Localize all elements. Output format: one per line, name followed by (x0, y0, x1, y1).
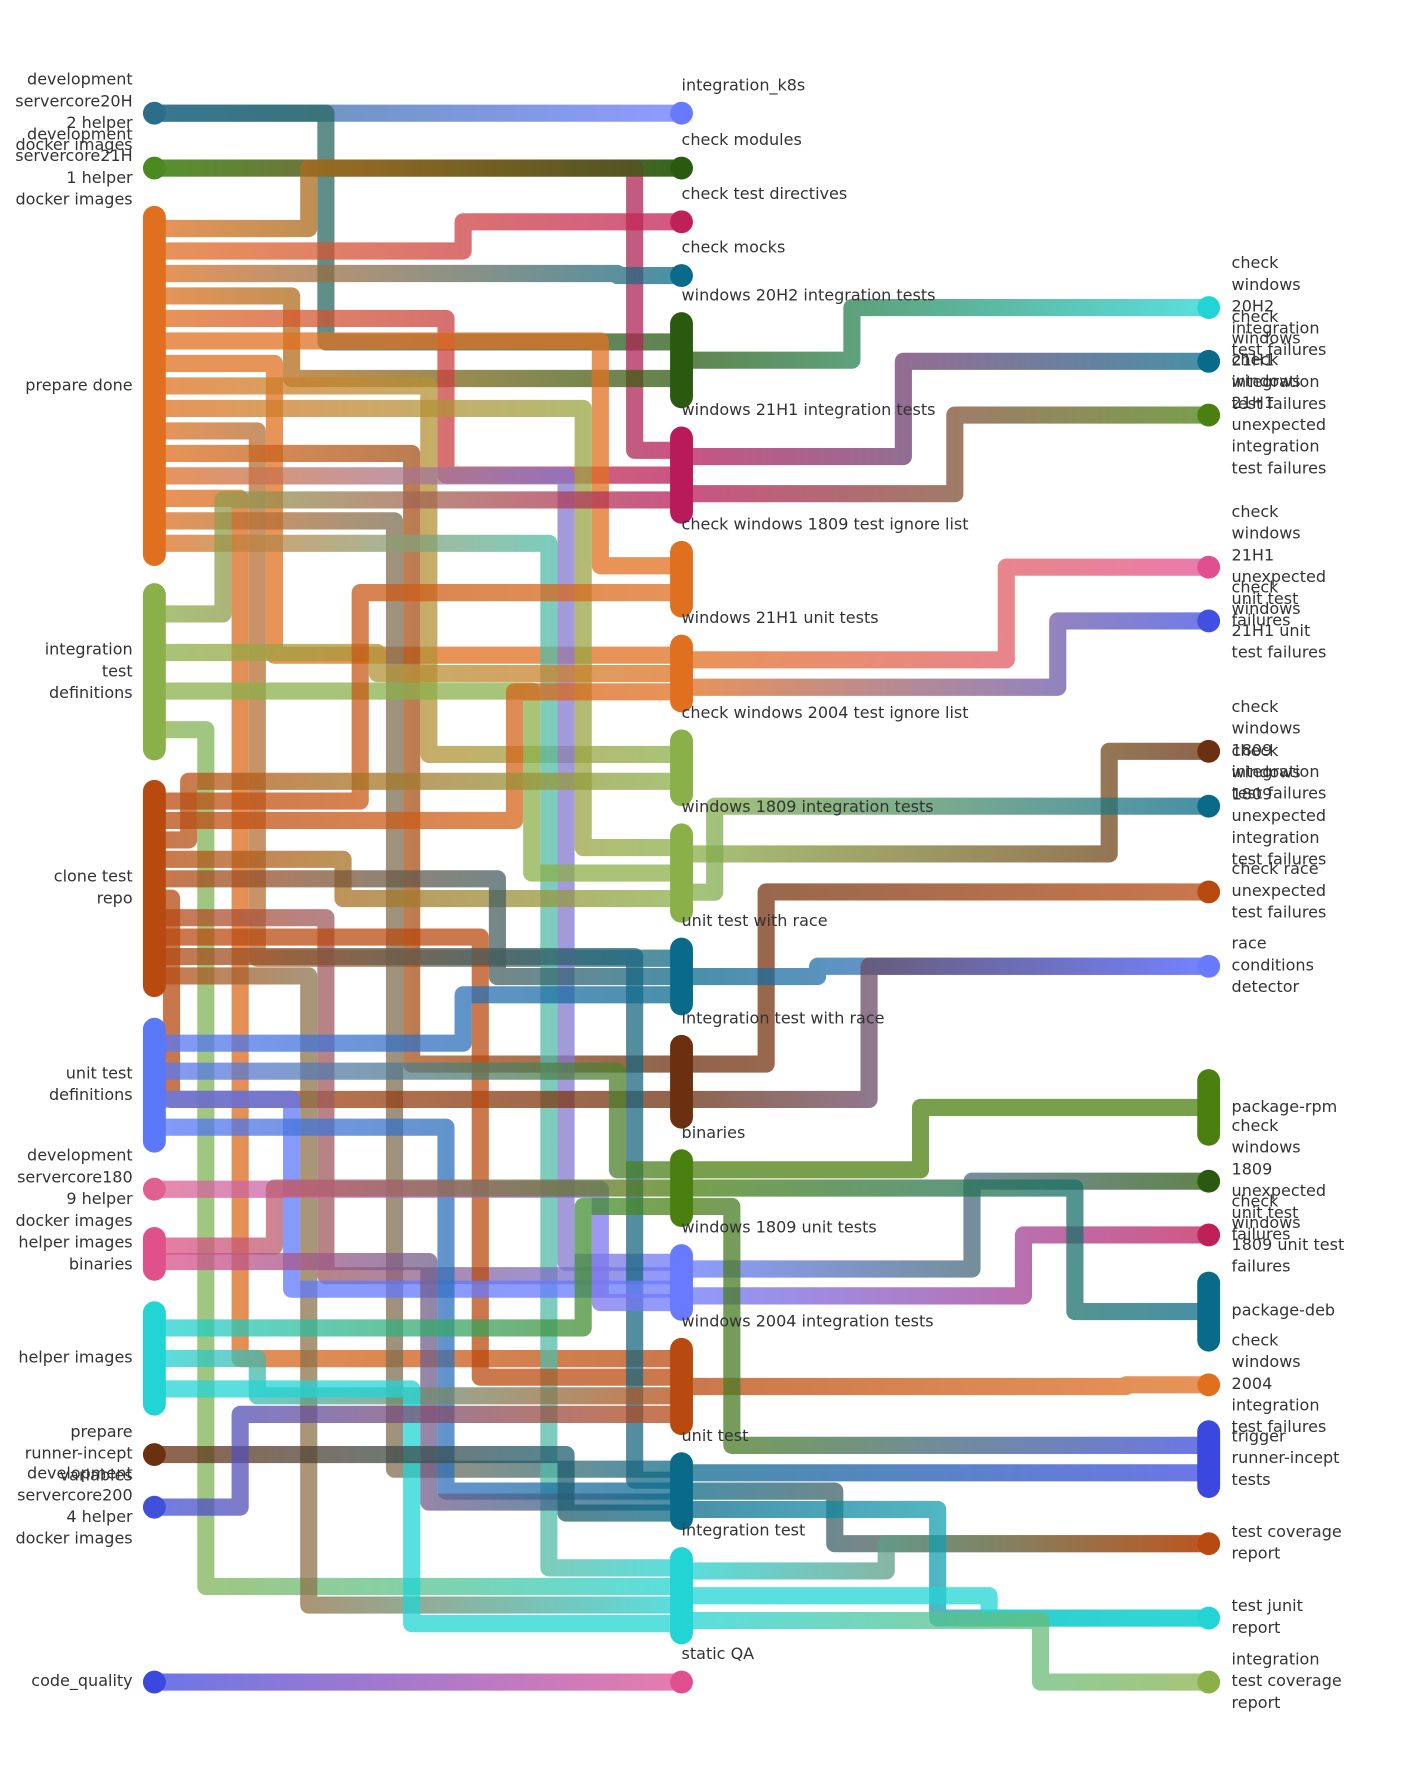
job-label: integration_k8s (681, 76, 806, 95)
link (154, 1349, 682, 1405)
job-label: check windows 2004 test ignore list (681, 704, 969, 723)
link (681, 1197, 1209, 1454)
job-label: windows 1809 unit tests (681, 1218, 877, 1238)
job-label: check test directives (681, 185, 848, 204)
job-label: development servercore21H1 helper docker… (15, 125, 133, 210)
link (154, 1252, 682, 1511)
link (681, 1611, 1209, 1691)
job-label: check windows 21H1 unit test failures (1231, 578, 1327, 663)
job-label: static QA (681, 1645, 755, 1664)
link (681, 1226, 1209, 1305)
link (154, 264, 682, 285)
job-label: development servercore1809 helper docker… (15, 1146, 133, 1231)
link (154, 489, 682, 1368)
link (681, 1172, 1209, 1278)
job-label: check windows 2004 integration test fail… (1231, 1331, 1327, 1437)
job-label: check windows 1809 unit test failures (1231, 1192, 1345, 1277)
link (154, 1062, 682, 1179)
link (681, 352, 1209, 466)
link (154, 772, 682, 849)
link (154, 909, 682, 1285)
link (154, 1445, 682, 1522)
link (681, 612, 1209, 696)
link (154, 1380, 682, 1633)
link (681, 558, 1209, 669)
job-label: unit test with race (681, 912, 828, 931)
link (154, 1179, 682, 1255)
job-label: check windows 1809 unexpected integratio… (1231, 742, 1327, 870)
job-label: integration test coverage report (1231, 1650, 1342, 1713)
link (154, 332, 682, 575)
link (154, 512, 682, 1478)
link (154, 986, 682, 1052)
link (154, 947, 682, 1489)
link (681, 299, 1209, 369)
job-label: integration test with race (681, 1009, 885, 1029)
job-label: development servercore20H2 helper docker… (15, 70, 133, 155)
job-label: integration test definitions (44, 640, 133, 703)
job-label: prepare runner-incept variables (24, 1423, 133, 1485)
job-label: windows 2004 integration tests (681, 1312, 934, 1332)
job-label: unit test (681, 1427, 749, 1446)
link (154, 399, 682, 857)
link (154, 213, 682, 260)
link (681, 1587, 1209, 1627)
job-label: check modules (681, 131, 802, 150)
link (154, 159, 682, 238)
link (681, 1098, 1209, 1179)
job-label: check windows 1809 unexpected unit test … (1231, 1117, 1326, 1245)
job-label: trigger runner-incept tests (1231, 1427, 1340, 1490)
link (154, 1197, 682, 1337)
job-label: check windows 1809 integration test fail… (1231, 698, 1327, 804)
job-label: windows 21H1 unit tests (681, 609, 879, 628)
link (681, 1179, 1209, 1321)
job-label: check windows 1809 test ignore list (681, 515, 969, 535)
link (681, 957, 1209, 1109)
job-label: code_quality (31, 1672, 133, 1691)
job-label: race conditions detector (1231, 934, 1314, 997)
job-label: package-rpm (1231, 1097, 1338, 1117)
job-label: test junit report (1231, 1597, 1303, 1638)
job-label: clone test repo (53, 867, 133, 908)
link (154, 870, 682, 986)
job-label: check windows 21H1 integration test fail… (1231, 308, 1327, 414)
link (154, 354, 682, 664)
job-label: windows 1809 integration tests (681, 798, 934, 817)
job-label: check windows 21H1 unexpected unit test … (1231, 503, 1326, 631)
link (681, 797, 1209, 901)
job-label: prepare done (25, 376, 133, 395)
job-label: check race unexpected test failures (1231, 860, 1327, 923)
link (681, 406, 1209, 503)
job-label: integration test (681, 1521, 806, 1541)
job-label: helper images binaries (18, 1233, 133, 1274)
link (154, 643, 682, 683)
link (154, 491, 682, 623)
link (681, 1535, 1209, 1580)
link (154, 721, 682, 1596)
job-label: unit test definitions (48, 1064, 133, 1105)
link (154, 584, 682, 810)
job-label: test coverage report (1231, 1523, 1342, 1564)
job-label: development servercore2004 helper docker… (15, 1464, 133, 1549)
link (154, 534, 682, 1577)
job-label: package-deb (1231, 1301, 1336, 1321)
link (154, 683, 682, 830)
link (154, 1405, 682, 1516)
link (681, 1376, 1209, 1396)
job-label: check mocks (681, 238, 786, 258)
job-label: check windows 20H2 integration test fail… (1231, 254, 1327, 360)
job-label: binaries (681, 1124, 746, 1143)
job-label: check windows 21H1 unexpected integratio… (1231, 351, 1327, 478)
link (154, 928, 682, 1386)
job-label: windows 21H1 integration tests (681, 401, 936, 420)
job-label: helper images (18, 1348, 133, 1368)
job-label: windows 20H2 integration tests (681, 287, 936, 306)
